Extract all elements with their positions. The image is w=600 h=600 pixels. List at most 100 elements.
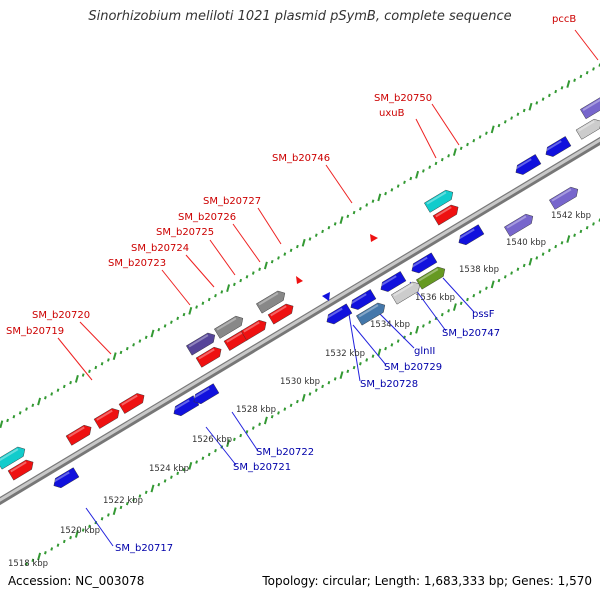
gene-arrow [65, 424, 92, 446]
gene-arrow [193, 383, 220, 405]
minor-tick [548, 93, 551, 98]
gene-label[interactable]: SM_b20726 [178, 212, 236, 223]
minor-tick [409, 176, 413, 181]
gene-label[interactable]: SM_b20724 [131, 243, 189, 254]
major-tick [490, 280, 495, 289]
gene-highlight [243, 321, 260, 333]
gene-body [267, 303, 294, 325]
minor-tick [239, 433, 243, 438]
minor-tick [447, 154, 450, 158]
gene-label[interactable]: pccB [552, 14, 576, 25]
gene-label[interactable]: SM_b20750 [374, 93, 432, 104]
gene-body [118, 393, 145, 414]
major-tick [263, 416, 268, 425]
minor-tick [251, 271, 255, 275]
gene-label[interactable]: SM_b20746 [272, 153, 330, 164]
minor-tick [44, 396, 47, 400]
gene-label[interactable]: SM_b20725 [156, 227, 214, 238]
kbp-label: 1540 kbp [506, 238, 546, 248]
major-tick [37, 397, 42, 406]
gene-label[interactable]: pssF [472, 309, 495, 320]
gene-label[interactable]: SM_b20722 [256, 447, 314, 458]
gene-highlight [435, 206, 452, 218]
gene-highlight [258, 292, 279, 306]
minor-tick [201, 456, 205, 460]
major-tick [490, 125, 495, 134]
gene-arrow [173, 395, 200, 417]
kbp-label: 1538 kbp [459, 265, 499, 275]
minor-tick [409, 331, 413, 336]
kbp-label: 1520 kbp [60, 526, 100, 536]
minor-tick [56, 388, 60, 392]
gene-label[interactable]: SM_b20729 [384, 362, 442, 373]
gene-body [256, 290, 286, 314]
gene-label[interactable]: SM_b20727 [203, 196, 261, 207]
gene-label[interactable]: SM_b20719 [6, 326, 64, 337]
gene-body [515, 154, 542, 175]
gene-highlight [545, 140, 562, 152]
major-tick [377, 348, 382, 357]
minor-tick [321, 384, 324, 389]
minor-tick [485, 286, 488, 290]
gene-label[interactable]: glnII [414, 346, 435, 357]
label-leader-line [347, 307, 361, 382]
label-leader-line [442, 277, 475, 313]
minor-tick [327, 225, 331, 230]
minor-tick [390, 343, 394, 347]
minor-tick [510, 116, 513, 120]
minor-tick [207, 297, 211, 302]
major-tick [226, 439, 231, 448]
gene-body [326, 303, 353, 325]
minor-tick [132, 343, 135, 347]
minor-tick [560, 86, 564, 90]
minor-tick [308, 237, 312, 241]
minor-tick [560, 241, 564, 245]
gene-arrow [356, 302, 386, 326]
gene-highlight [411, 256, 428, 268]
gene-label[interactable]: SM_b20728 [360, 379, 418, 390]
minor-tick [585, 70, 589, 75]
gene-highlight [226, 331, 243, 343]
kbp-label: 1518 kbp [8, 559, 48, 569]
minor-tick [277, 411, 280, 415]
gene-label[interactable]: SM_b20747 [442, 328, 500, 339]
gene-highlight [68, 426, 85, 438]
gene-highlight [270, 305, 287, 317]
minor-tick [81, 373, 85, 377]
gene-label[interactable]: SM_b20723 [108, 258, 166, 269]
minor-tick [233, 282, 236, 287]
minor-tick [69, 535, 72, 540]
gene-arrow [545, 136, 572, 157]
gene-arrow [432, 204, 459, 226]
minor-tick [535, 101, 539, 105]
gene-label[interactable]: SM_b20720 [32, 310, 90, 321]
major-tick [528, 257, 533, 266]
minor-tick [579, 229, 583, 234]
gene-arrow [240, 319, 267, 341]
kbp-label: 1536 kbp [415, 293, 455, 303]
minor-tick [466, 142, 469, 147]
gene-body [7, 459, 34, 481]
gene-label[interactable]: uxuB [379, 108, 405, 119]
gene-body [424, 189, 454, 213]
gene-label[interactable]: SM_b20717 [115, 543, 173, 554]
minor-tick [201, 301, 205, 305]
minor-tick [447, 309, 450, 313]
minor-tick [459, 146, 463, 150]
gene-arrow [424, 189, 454, 213]
label-leader-line [257, 207, 282, 245]
kbp-label: 1532 kbp [325, 349, 365, 359]
gene-arrow [580, 96, 600, 120]
gene-label[interactable]: SM_b20721 [233, 462, 291, 473]
minor-tick [182, 467, 186, 472]
minor-tick [573, 78, 576, 82]
major-tick [566, 235, 571, 243]
gene-highlight [350, 293, 367, 305]
minor-tick [157, 483, 161, 487]
minor-tick [333, 222, 337, 226]
minor-tick [522, 263, 526, 268]
gene-highlight [10, 461, 27, 473]
major-tick [528, 102, 533, 111]
minor-tick [541, 252, 545, 256]
kbp-label: 1534 kbp [370, 320, 410, 330]
